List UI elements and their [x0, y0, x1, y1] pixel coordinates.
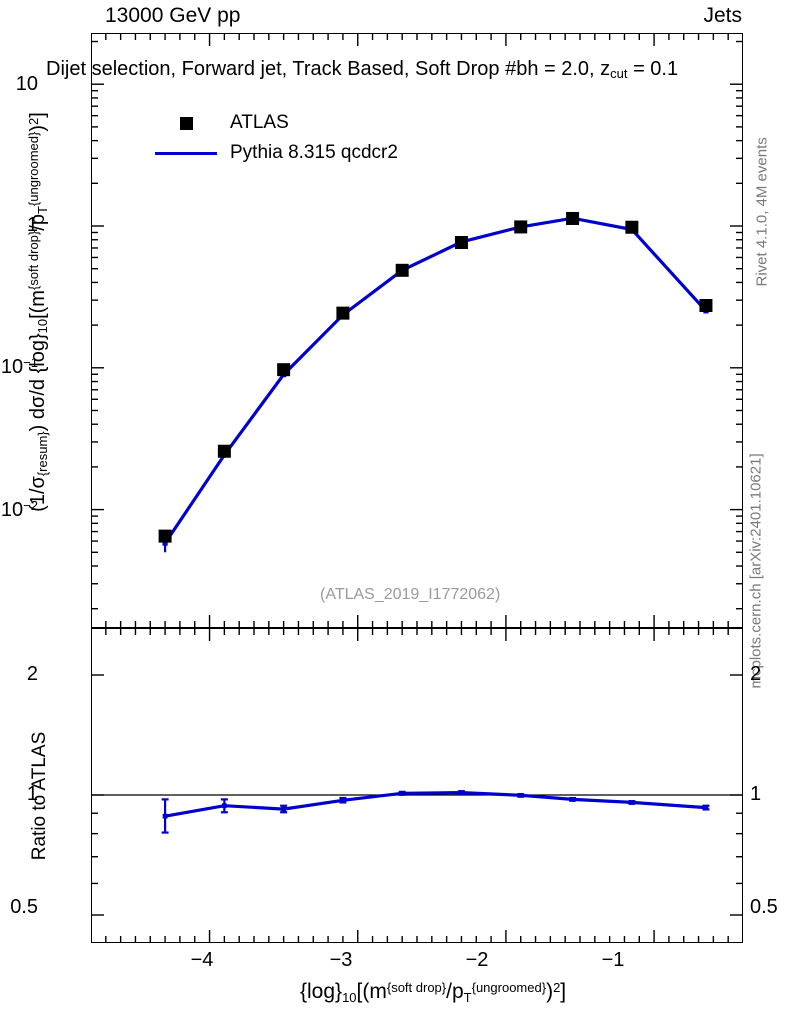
plot-title-tail: = 0.1 — [627, 58, 679, 80]
y-tick-1: 1 — [26, 214, 38, 236]
main-series-layer — [158, 211, 713, 553]
ratio-tick-2-right: 2 — [750, 663, 762, 685]
atlas-data-marker — [217, 444, 231, 458]
ratio-tick-1-left: 1 — [26, 783, 38, 805]
atlas-data-marker — [514, 220, 528, 234]
plot-title: Dijet selection, Forward jet, Track Base… — [46, 58, 678, 81]
plot-title-beta: h = 2.0, z — [527, 58, 611, 80]
ratio-point-marker — [162, 813, 168, 819]
atlas-data-marker — [277, 363, 291, 377]
legend: ATLAS Pythia 8.315 qcdcr2 — [148, 108, 398, 168]
ratio-point-marker — [281, 806, 287, 812]
ratio-tick-1-right: 1 — [750, 783, 762, 805]
plot-title-main: Dijet selection, Forward jet, Track Base… — [46, 58, 528, 80]
y-tick-10: 10 — [15, 73, 38, 95]
legend-item-atlas[interactable]: ATLAS — [148, 108, 398, 138]
atlas-data-marker — [395, 263, 409, 277]
atlas-data-marker — [454, 235, 468, 249]
analysis-collection-label: Jets — [703, 4, 742, 27]
legend-label-pythia: Pythia 8.315 qcdcr2 — [230, 142, 398, 163]
ratio-tick-05-left: 0.5 — [10, 896, 38, 918]
x-tick--1: −1 — [601, 949, 625, 971]
x-tick--4: −4 — [190, 949, 214, 971]
mc-point-marker — [162, 540, 168, 546]
legend-marker-icon — [148, 116, 224, 130]
tick-marks-layer — [91, 33, 743, 943]
legend-line-icon — [148, 151, 224, 155]
atlas-data-marker — [158, 529, 172, 543]
legend-label-atlas: ATLAS — [230, 112, 289, 133]
ratio-point-marker — [518, 792, 524, 798]
atlas-data-marker — [625, 220, 639, 234]
plot-title-sub: cut — [610, 66, 628, 81]
mc-curve-ratio — [164, 790, 707, 818]
ratio-point-marker — [703, 805, 709, 810]
legend-item-pythia[interactable]: Pythia 8.315 qcdcr2 — [148, 138, 398, 168]
y-tick-1e-2: 10−2 — [0, 498, 38, 521]
ratio-point-marker — [459, 790, 464, 795]
y-tick-1e-1: 10−1 — [0, 355, 38, 378]
ratio-point-marker — [570, 796, 575, 802]
ratio-point-marker — [221, 803, 227, 809]
atlas-data-marker — [699, 299, 713, 313]
mc-curve-main — [163, 216, 708, 544]
ratio-tick-2-left: 2 — [26, 663, 38, 685]
analysis-id-watermark: (ATLAS_2019_I1772062) — [320, 586, 501, 603]
x-tick--3: −3 — [329, 949, 353, 971]
x-tick--2: −2 — [465, 949, 489, 971]
atlas-data-marker — [336, 306, 350, 320]
atlas-data-marker — [566, 211, 580, 225]
ratio-point-marker — [399, 790, 405, 796]
ratio-series-layer — [91, 790, 743, 834]
ratio-tick-05-right: 0.5 — [750, 896, 778, 918]
ratio-point-marker — [629, 800, 635, 805]
x-axis-label: {log}10[(m{soft drop}/pT{ungroomed})2] — [300, 980, 567, 1005]
beam-energy-label: 13000 GeV pp — [105, 4, 241, 27]
ratio-point-marker — [340, 797, 346, 803]
